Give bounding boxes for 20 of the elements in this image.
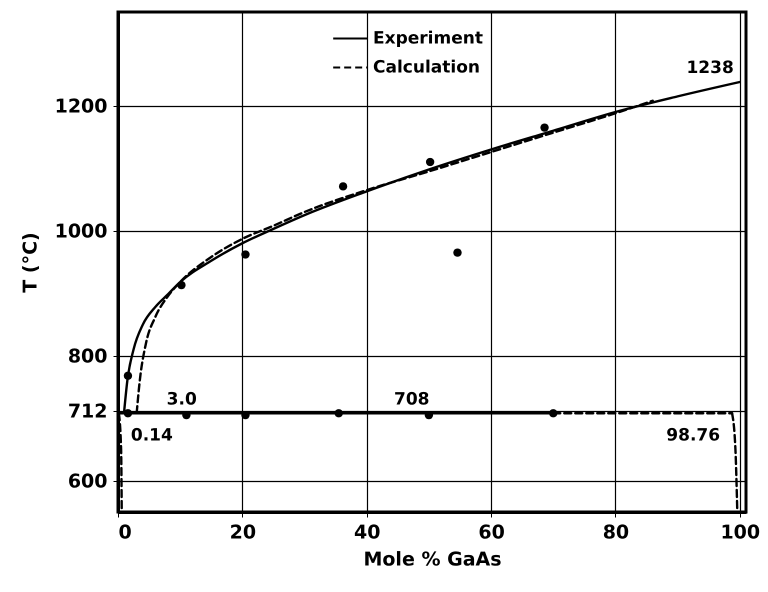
- x-tick-label: 0: [118, 522, 132, 544]
- x-tick-label: 60: [478, 522, 505, 544]
- y-tick-label: 800: [68, 345, 108, 368]
- legend-label: Calculation: [373, 58, 480, 78]
- legend-label: Experiment: [373, 28, 483, 48]
- annotation: 708: [394, 389, 430, 410]
- y-tick-label: 1000: [54, 220, 108, 242]
- annotation: 3.0: [166, 389, 197, 410]
- y-axis-title: T (°C): [20, 232, 42, 293]
- x-tick-label: 100: [720, 522, 760, 544]
- x-tick-label: 80: [602, 522, 630, 544]
- annotation: 98.76: [666, 425, 720, 446]
- x-axis-title: Mole % GaAs: [363, 548, 502, 570]
- annotation: 1238: [686, 58, 734, 78]
- x-tick-label: 40: [354, 522, 380, 544]
- annotation: 0.14: [130, 425, 173, 446]
- y-tick-label: 1200: [54, 95, 108, 118]
- y-tick-label: 600: [68, 470, 108, 492]
- x-tick-label: 20: [230, 522, 256, 544]
- y-tick-label: 712: [68, 400, 108, 422]
